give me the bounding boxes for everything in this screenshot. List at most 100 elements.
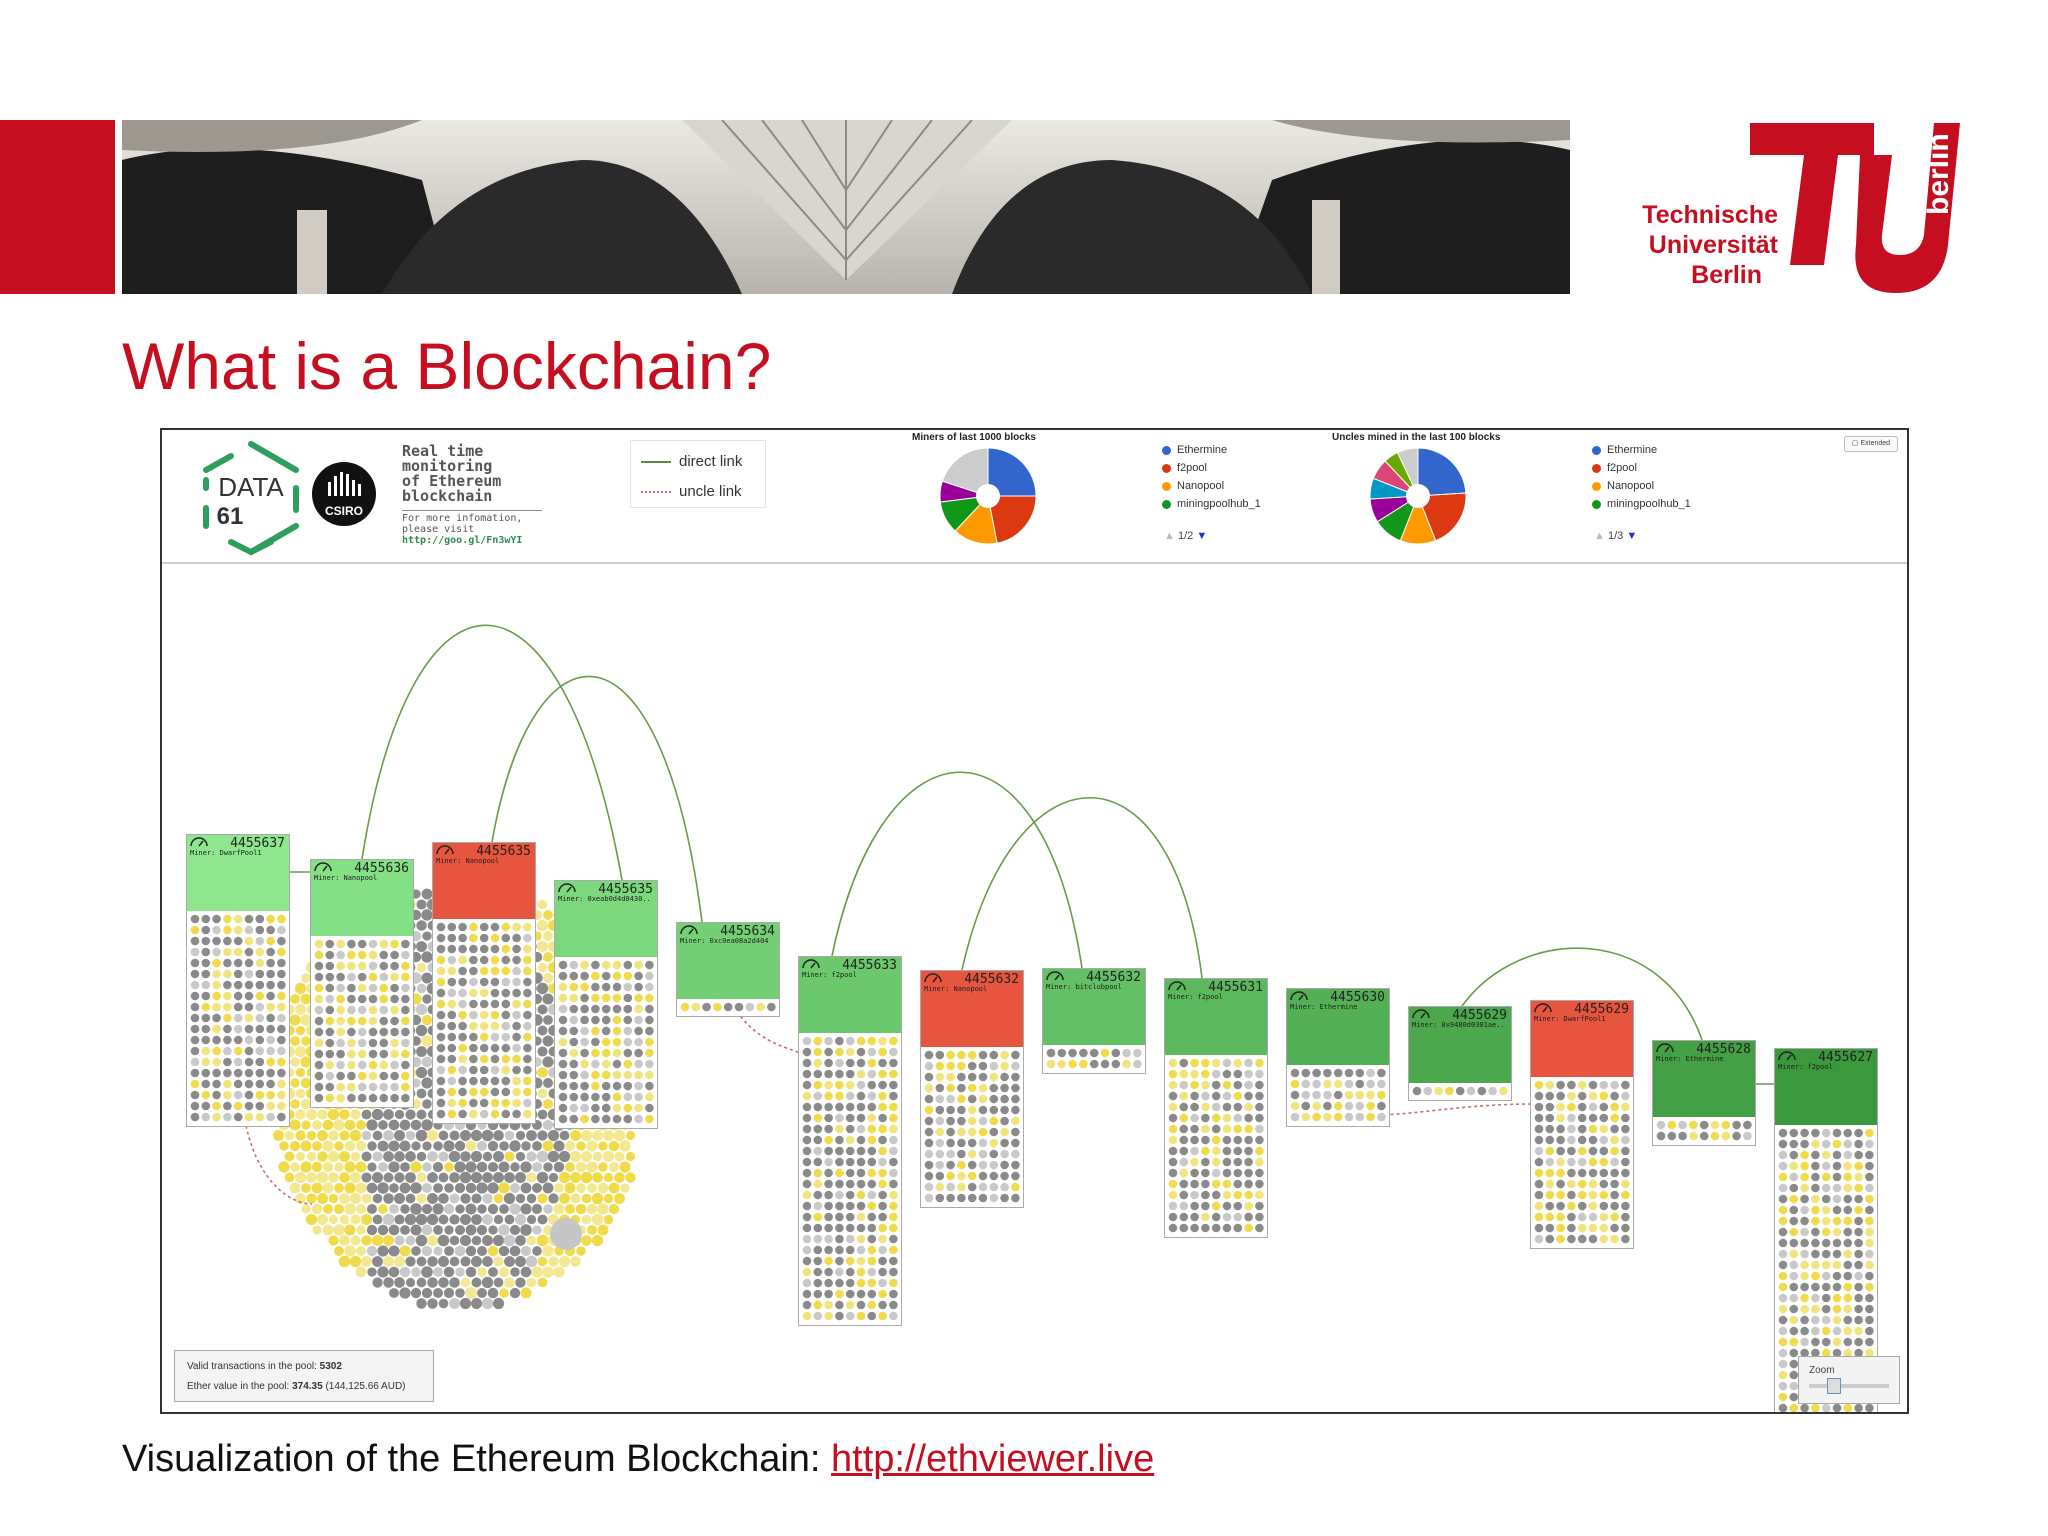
pager-prev-icon[interactable]: ▲ (1164, 530, 1175, 542)
zoom-slider-track[interactable] (1809, 1384, 1889, 1388)
block-4455628[interactable]: 4455628 Miner: Ethermine (1652, 1040, 1756, 1146)
block-4455636[interactable]: 4455636 Miner: Nanopool (310, 859, 414, 1108)
block-4455633[interactable]: 4455633 Miner: f2pool (798, 956, 902, 1326)
transaction-dot (1046, 1059, 1056, 1069)
transaction-dot (469, 999, 478, 1009)
transaction-dot (1333, 1068, 1343, 1078)
transaction-dot (1599, 1157, 1609, 1167)
block-4455632[interactable]: 4455632 Miner: Nanopool (920, 970, 1024, 1208)
transaction-dot (1610, 1124, 1619, 1134)
transaction-dot (512, 988, 521, 998)
pager-next-icon[interactable]: ▼ (1626, 530, 1638, 542)
block-4455629[interactable]: 4455629 Miner: 0x9480d0301ae.. (1408, 1006, 1512, 1101)
pool-transaction-dot (334, 1162, 344, 1172)
transaction-dot (447, 933, 457, 943)
transaction-dot (680, 1002, 690, 1012)
transaction-dot (813, 1113, 823, 1123)
transaction-dot (501, 1054, 511, 1064)
block-4455627[interactable]: 4455627 Miner: f2pool (1774, 1048, 1878, 1412)
transaction-dot (1577, 1212, 1587, 1222)
transaction-dot (314, 983, 324, 993)
transaction-dot (233, 1013, 243, 1023)
transaction-dot (1621, 1135, 1630, 1145)
pool-transaction-dot (361, 1256, 372, 1267)
transaction-dot (1854, 1128, 1863, 1138)
transaction-dot (1089, 1048, 1099, 1058)
transaction-dot (201, 914, 211, 924)
transaction-dot (845, 1190, 855, 1200)
transaction-dot (190, 1112, 200, 1122)
transaction-dot (645, 960, 654, 970)
transaction-dot (436, 1043, 446, 1053)
transaction-dot (591, 1059, 600, 1069)
block-transactions (558, 960, 654, 1124)
pool-transaction-dot (498, 1182, 510, 1194)
block-miner: Miner: f2pool (1168, 993, 1223, 1001)
transaction-dot (1323, 1090, 1332, 1100)
transaction-dot (1732, 1120, 1741, 1130)
block-4455630[interactable]: 4455630 Miner: Ethermine (1286, 988, 1390, 1127)
transaction-dot (1312, 1068, 1321, 1078)
transaction-dot (1800, 1348, 1809, 1358)
block-4455632[interactable]: 4455632 Miner: bitclubpool (1042, 968, 1146, 1074)
transaction-dot (1811, 1227, 1820, 1237)
info-url-link[interactable]: http://goo.gl/Fn3wYI (402, 535, 523, 546)
pool-transaction-dot (537, 1256, 548, 1267)
transaction-dot (1545, 1223, 1555, 1233)
block-4455629[interactable]: 4455629 Miner: DwarfPool1 (1530, 1000, 1634, 1249)
block-4455631[interactable]: 4455631 Miner: f2pool (1164, 978, 1268, 1238)
pool-transaction-dot (427, 1235, 438, 1246)
transaction-dot (1789, 1249, 1799, 1259)
pool-transaction-dot (493, 1277, 504, 1288)
transaction-dot (867, 1179, 877, 1189)
ethviewer-link[interactable]: http://ethviewer.live (831, 1438, 1155, 1480)
block-4455635[interactable]: 4455635 Miner: 0xeab0d4d0430.. (554, 880, 658, 1129)
transaction-dot (201, 936, 211, 946)
transaction-dot (190, 1090, 200, 1100)
extended-button[interactable]: ▢ Extended (1844, 436, 1898, 452)
transaction-dot (1301, 1112, 1311, 1122)
transaction-dot (1556, 1223, 1565, 1233)
transaction-dot (436, 1065, 446, 1075)
transaction-dot (845, 1146, 855, 1156)
pager-prev-icon[interactable]: ▲ (1594, 530, 1605, 542)
transaction-dot (233, 991, 243, 1001)
pool-transaction-dot (543, 1162, 553, 1172)
transaction-dot (1556, 1102, 1565, 1112)
block-transactions (1412, 1086, 1508, 1096)
pool-transaction-dot (514, 1213, 527, 1226)
transaction-dot (867, 1080, 877, 1090)
pool-transaction-dot (543, 910, 553, 920)
zoom-slider-handle[interactable] (1827, 1378, 1841, 1394)
transaction-dot (336, 1027, 345, 1037)
block-4455635[interactable]: 4455635 Miner: Nanopool (432, 842, 536, 1124)
pool-transaction-dot (482, 1214, 493, 1225)
transaction-dot (469, 1043, 478, 1053)
transaction-dot (1011, 1061, 1020, 1071)
pool-transaction-dot (460, 1151, 471, 1162)
transaction-dot (824, 1300, 833, 1310)
pool-transaction-dot (300, 1014, 312, 1026)
transaction-dot (845, 1058, 855, 1068)
pool-transaction-dot (476, 1161, 488, 1173)
block-4455637[interactable]: 4455637 Miner: DwarfPool1 (186, 834, 290, 1127)
transaction-dot (490, 1032, 500, 1042)
transaction-dot (1201, 1058, 1210, 1068)
pager-next-icon[interactable]: ▼ (1196, 530, 1208, 542)
transaction-dot (645, 1037, 654, 1047)
transaction-dot (1567, 1234, 1576, 1244)
pool-transaction-dot (487, 1140, 499, 1152)
pool-transaction-dot (553, 1140, 565, 1152)
transaction-dot (580, 1048, 589, 1058)
transaction-dot (867, 1234, 877, 1244)
block-4455634[interactable]: 4455634 Miner: 0xc0ea08a2d404 (676, 922, 780, 1017)
transaction-dot (1000, 1061, 1009, 1071)
transaction-dot (623, 1103, 633, 1113)
transaction-dot (469, 922, 478, 932)
transaction-dot (878, 1256, 887, 1266)
transaction-dot (1168, 1080, 1178, 1090)
transaction-dot (1211, 1157, 1221, 1167)
pie-legend-item: miningpoolhub_1 (1162, 498, 1261, 516)
transaction-dot (501, 988, 511, 998)
transaction-dot (1854, 1249, 1863, 1259)
